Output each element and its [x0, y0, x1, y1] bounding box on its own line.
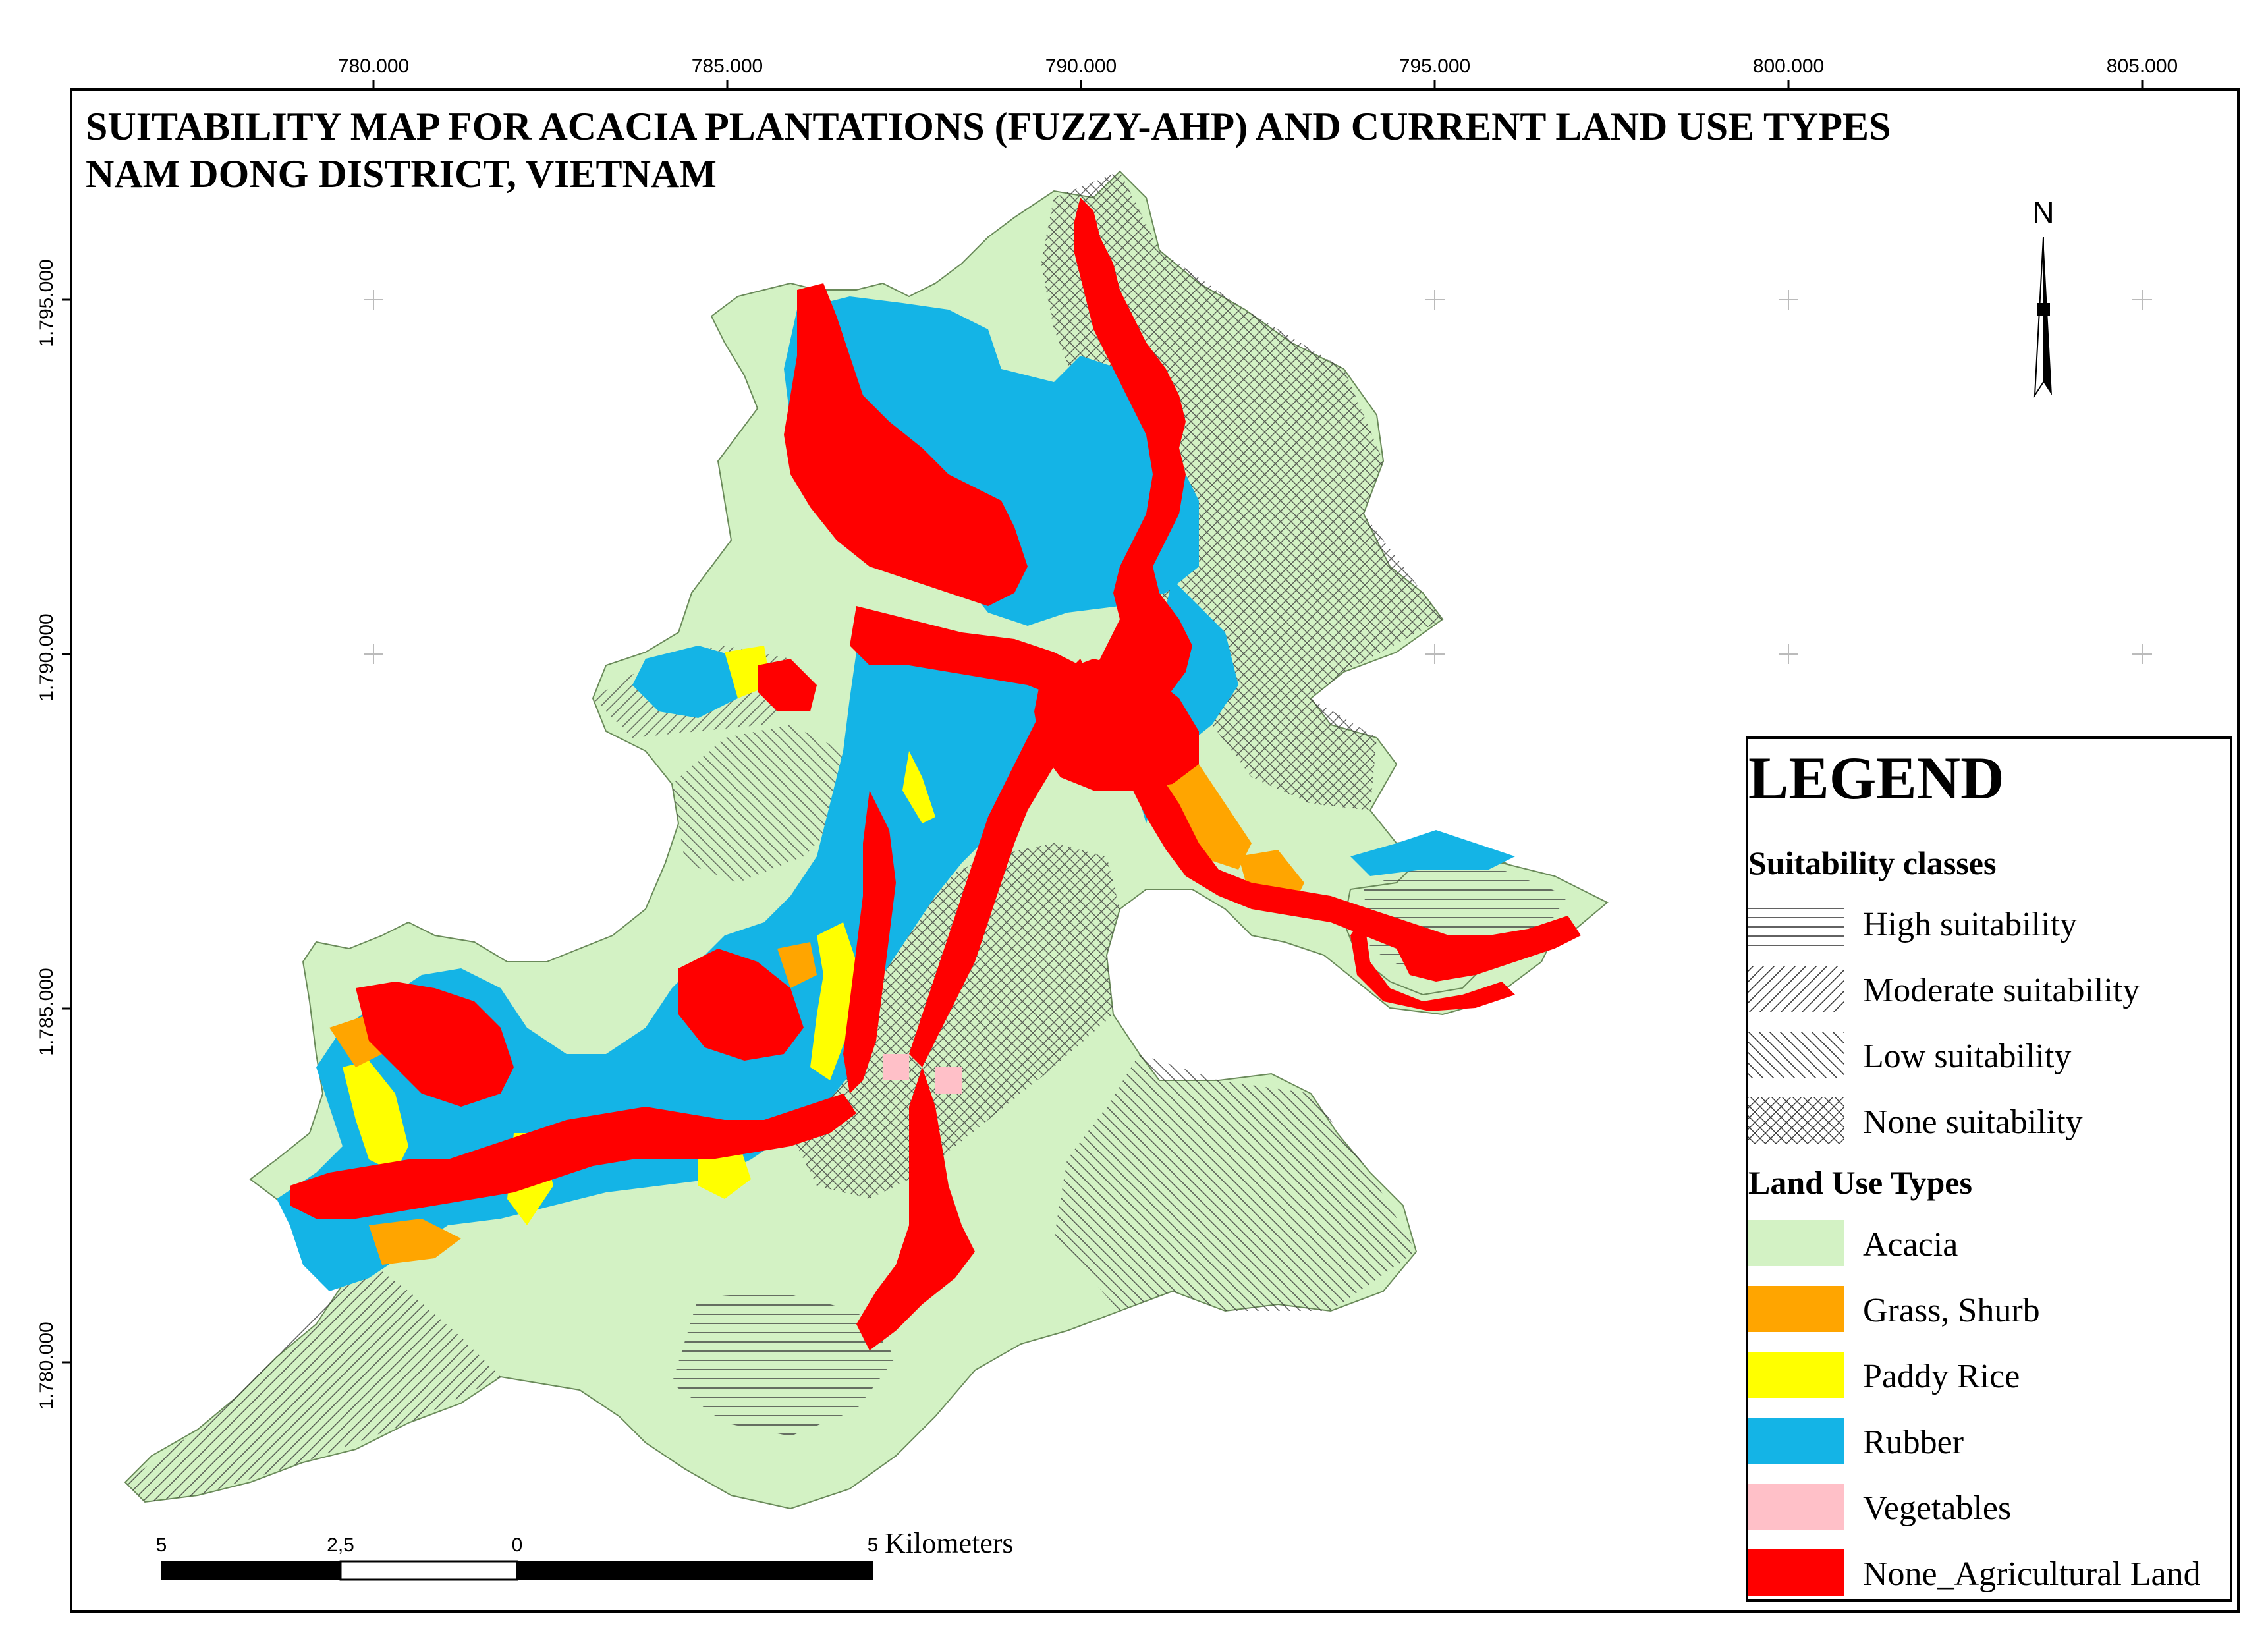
- y-tick-label: 1.785.000: [36, 968, 57, 1055]
- scale-bar: 5 2,5 0 5 Kilometers: [156, 1527, 1014, 1581]
- x-tick-label: 800.000: [1753, 55, 1824, 77]
- vegetables-areas: [883, 1054, 962, 1094]
- legend-label: Low suitability: [1863, 1038, 2071, 1075]
- x-axis-ticks: 780.000 785.000 790.000 795.000 800.000 …: [338, 55, 2178, 90]
- x-tick-label: 795.000: [1399, 55, 1470, 77]
- y-axis-ticks: 1.795.000 1.790.000 1.785.000 1.780.000: [36, 259, 71, 1410]
- landuse-heading: Land Use Types: [1748, 1164, 1972, 1201]
- north-arrow: N: [2032, 195, 2055, 398]
- y-tick-label: 1.790.000: [36, 613, 57, 701]
- north-arrow-label: N: [2032, 195, 2054, 229]
- non-agricultural-areas: [290, 198, 1581, 1350]
- legend-label: Paddy Rice: [1863, 1358, 2020, 1395]
- legend-label: Moderate suitability: [1863, 972, 2140, 1009]
- scale-label: 2,5: [327, 1534, 354, 1556]
- rubber-swatch: [1748, 1418, 1844, 1464]
- acacia-swatch: [1748, 1220, 1844, 1266]
- moderate-suitability-zone: [125, 1252, 501, 1502]
- legend-label: Acacia: [1863, 1226, 1958, 1264]
- legend-label: High suitability: [1863, 906, 2077, 943]
- scale-label: 0: [512, 1534, 523, 1556]
- high-suitability-zone: [672, 1291, 896, 1436]
- legend-title: LEGEND: [1748, 744, 2005, 812]
- suitability-heading: Suitability classes: [1748, 845, 1996, 881]
- x-tick-label: 790.000: [1045, 55, 1117, 77]
- moderate-suitability-swatch: [1748, 966, 1844, 1012]
- legend: LEGEND Suitability classes High suitabil…: [1746, 736, 2232, 1602]
- legend-label: Vegetables: [1863, 1489, 2011, 1527]
- map-title: SUITABILITY MAP FOR ACACIA PLANTATIONS (…: [86, 105, 1891, 148]
- legend-label: None suitability: [1863, 1103, 2083, 1141]
- y-tick-label: 1.780.000: [36, 1321, 57, 1409]
- none-suitability-zone: [1041, 171, 1443, 810]
- paddy-rice-swatch: [1748, 1352, 1844, 1398]
- scale-label: 5: [156, 1534, 167, 1556]
- low-suitability-zone: [1054, 1054, 1416, 1311]
- scale-unit: Kilometers: [885, 1527, 1014, 1559]
- low-suitability-zone: [672, 725, 856, 883]
- y-tick-label: 1.795.000: [36, 259, 57, 347]
- low-suitability-swatch: [1748, 1032, 1844, 1078]
- x-tick-label: 780.000: [338, 55, 409, 77]
- legend-label: Grass, Shurb: [1863, 1292, 2040, 1329]
- grass-shrub-swatch: [1748, 1286, 1844, 1332]
- x-tick-label: 805.000: [2107, 55, 2178, 77]
- legend-label: Rubber: [1863, 1424, 1964, 1461]
- vegetables-swatch: [1748, 1484, 1844, 1530]
- none-suitability-swatch: [1748, 1097, 1844, 1144]
- legend-label: None_Agricultural Land: [1863, 1555, 2201, 1593]
- none-suitability-zone: [790, 843, 1120, 1199]
- map-subtitle: NAM DONG DISTRICT, VIETNAM: [86, 152, 717, 196]
- high-suitability-swatch: [1748, 900, 1844, 946]
- scale-label: 5: [868, 1534, 879, 1556]
- non-agricultural-swatch: [1748, 1549, 1844, 1596]
- x-tick-label: 785.000: [692, 55, 763, 77]
